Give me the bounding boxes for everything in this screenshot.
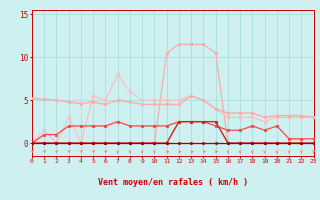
X-axis label: Vent moyen/en rafales ( km/h ): Vent moyen/en rafales ( km/h ) [98,178,248,187]
